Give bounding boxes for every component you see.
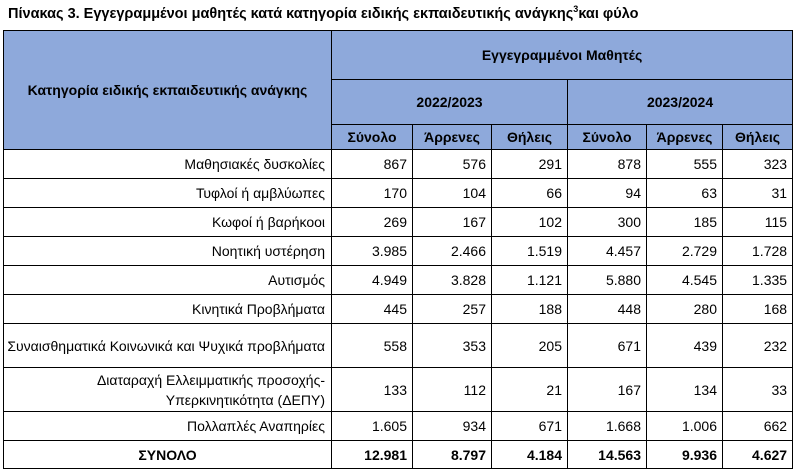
value-cell: 4.949	[331, 265, 413, 295]
value-cell: 2.729	[646, 236, 723, 266]
value-cell: 33	[721, 367, 794, 412]
value-cell: 1.668	[567, 411, 647, 441]
value-cell: 115	[721, 207, 794, 237]
year-header-2: 2023/2024	[566, 79, 794, 125]
value-cell: 662	[721, 411, 794, 441]
category-cell: Μαθησιακές δυσκολίες	[3, 149, 332, 179]
category-cell: Συναισθηματικά Κοινωνικά και Ψυχικά προβ…	[3, 323, 332, 368]
group-header: Εγγεγραμμένοι Μαθητές	[330, 30, 794, 80]
value-cell: 269	[331, 207, 413, 237]
value-cell: 205	[491, 323, 568, 368]
column-header: Άρρενες	[412, 124, 492, 150]
column-header: Σύνολο	[567, 124, 647, 150]
category-cell: Νοητική υστέρηση	[3, 236, 332, 266]
total-value-cell: 4.184	[491, 440, 568, 469]
column-header: Θήλεις	[721, 124, 794, 150]
value-cell: 3.985	[331, 236, 413, 266]
value-cell: 1.335	[721, 265, 794, 295]
column-header: Θήλεις	[491, 124, 568, 150]
value-cell: 300	[567, 207, 647, 237]
value-cell: 445	[331, 294, 413, 324]
value-cell: 558	[331, 323, 413, 368]
total-row: ΣΥΝΟΛΟ 12.981 8.797 4.184 14.563 9.936 4.627	[3, 440, 794, 469]
total-value-cell: 9.936	[646, 440, 723, 469]
value-cell: 63	[646, 178, 723, 208]
value-cell: 232	[721, 323, 794, 368]
table-row: Πολλαπλές Αναπηρίες 1.605 934 671 1.668 1.006…	[3, 411, 794, 441]
category-cell: Πολλαπλές Αναπηρίες	[3, 411, 332, 441]
column-header: Σύνολο	[331, 124, 413, 150]
table-title: Πίνακας 3. Εγγεγραμμένοι μαθητές κατά κα…	[8, 4, 639, 22]
value-cell: 1.728	[721, 236, 794, 266]
value-cell: 170	[331, 178, 413, 208]
total-value-cell: 8.797	[412, 440, 492, 469]
value-cell: 66	[491, 178, 568, 208]
year-header-1: 2022/2023	[331, 79, 568, 125]
value-cell: 21	[491, 367, 568, 412]
value-cell: 323	[721, 149, 794, 179]
value-cell: 188	[491, 294, 568, 324]
value-cell: 934	[412, 411, 492, 441]
value-cell: 448	[567, 294, 647, 324]
table-row: Αυτισμός 4.949 3.828 1.121 5.880 4.545 1.335	[3, 265, 794, 295]
value-cell: 867	[331, 149, 413, 179]
value-cell: 2.466	[412, 236, 492, 266]
table-row: Κινητικά Προβλήματα 445 257 188 448 280 168	[3, 294, 794, 324]
value-cell: 291	[491, 149, 568, 179]
category-header: Κατηγορία ειδικής εκπαιδευτικής ανάγκης	[3, 30, 332, 150]
category-cell: Κωφοί ή βαρήκοοι	[3, 207, 332, 237]
value-cell: 439	[646, 323, 723, 368]
value-cell: 4.457	[567, 236, 647, 266]
total-value-cell: 14.563	[567, 440, 647, 469]
value-cell: 257	[412, 294, 492, 324]
value-cell: 5.880	[567, 265, 647, 295]
students-table: Κατηγορία ειδικής εκπαιδευτικής ανάγκης …	[3, 30, 794, 469]
value-cell: 878	[567, 149, 647, 179]
value-cell: 555	[646, 149, 723, 179]
value-cell: 280	[646, 294, 723, 324]
table-row: Κωφοί ή βαρήκοοι 269 167 102 300 185 115	[3, 207, 794, 237]
value-cell: 1.519	[491, 236, 568, 266]
value-cell: 104	[412, 178, 492, 208]
table-row: Διαταραχή Ελλειμματικής προσοχής-Υπερκιν…	[3, 367, 794, 412]
table-row: Μαθησιακές δυσκολίες 867 576 291 878 555 323	[3, 149, 794, 179]
category-cell: Τυφλοί ή αμβλύωπες	[3, 178, 332, 208]
value-cell: 1.006	[646, 411, 723, 441]
value-cell: 31	[721, 178, 794, 208]
total-value-cell: 12.981	[331, 440, 413, 469]
value-cell: 102	[491, 207, 568, 237]
category-cell: Κινητικά Προβλήματα	[3, 294, 332, 324]
value-cell: 671	[567, 323, 647, 368]
value-cell: 185	[646, 207, 723, 237]
value-cell: 94	[567, 178, 647, 208]
value-cell: 353	[412, 323, 492, 368]
column-header: Άρρενες	[646, 124, 723, 150]
table-row: Συναισθηματικά Κοινωνικά και Ψυχικά προβ…	[3, 323, 794, 368]
table-row: Νοητική υστέρηση 3.985 2.466 1.519 4.457 2.72…	[3, 236, 794, 266]
table-row: Τυφλοί ή αμβλύωπες 170 104 66 94 63 31	[3, 178, 794, 208]
category-cell: Αυτισμός	[3, 265, 332, 295]
value-cell: 1.121	[491, 265, 568, 295]
value-cell: 3.828	[412, 265, 492, 295]
value-cell: 4.545	[646, 265, 723, 295]
value-cell: 167	[412, 207, 492, 237]
value-cell: 112	[412, 367, 492, 412]
value-cell: 134	[646, 367, 723, 412]
value-cell: 133	[331, 367, 413, 412]
value-cell: 168	[721, 294, 794, 324]
value-cell: 1.605	[331, 411, 413, 441]
total-label: ΣΥΝΟΛΟ	[3, 440, 332, 469]
value-cell: 167	[567, 367, 647, 412]
value-cell: 671	[491, 411, 568, 441]
value-cell: 576	[412, 149, 492, 179]
category-cell: Διαταραχή Ελλειμματικής προσοχής-Υπερκιν…	[3, 367, 332, 412]
total-value-cell: 4.627	[721, 440, 794, 469]
